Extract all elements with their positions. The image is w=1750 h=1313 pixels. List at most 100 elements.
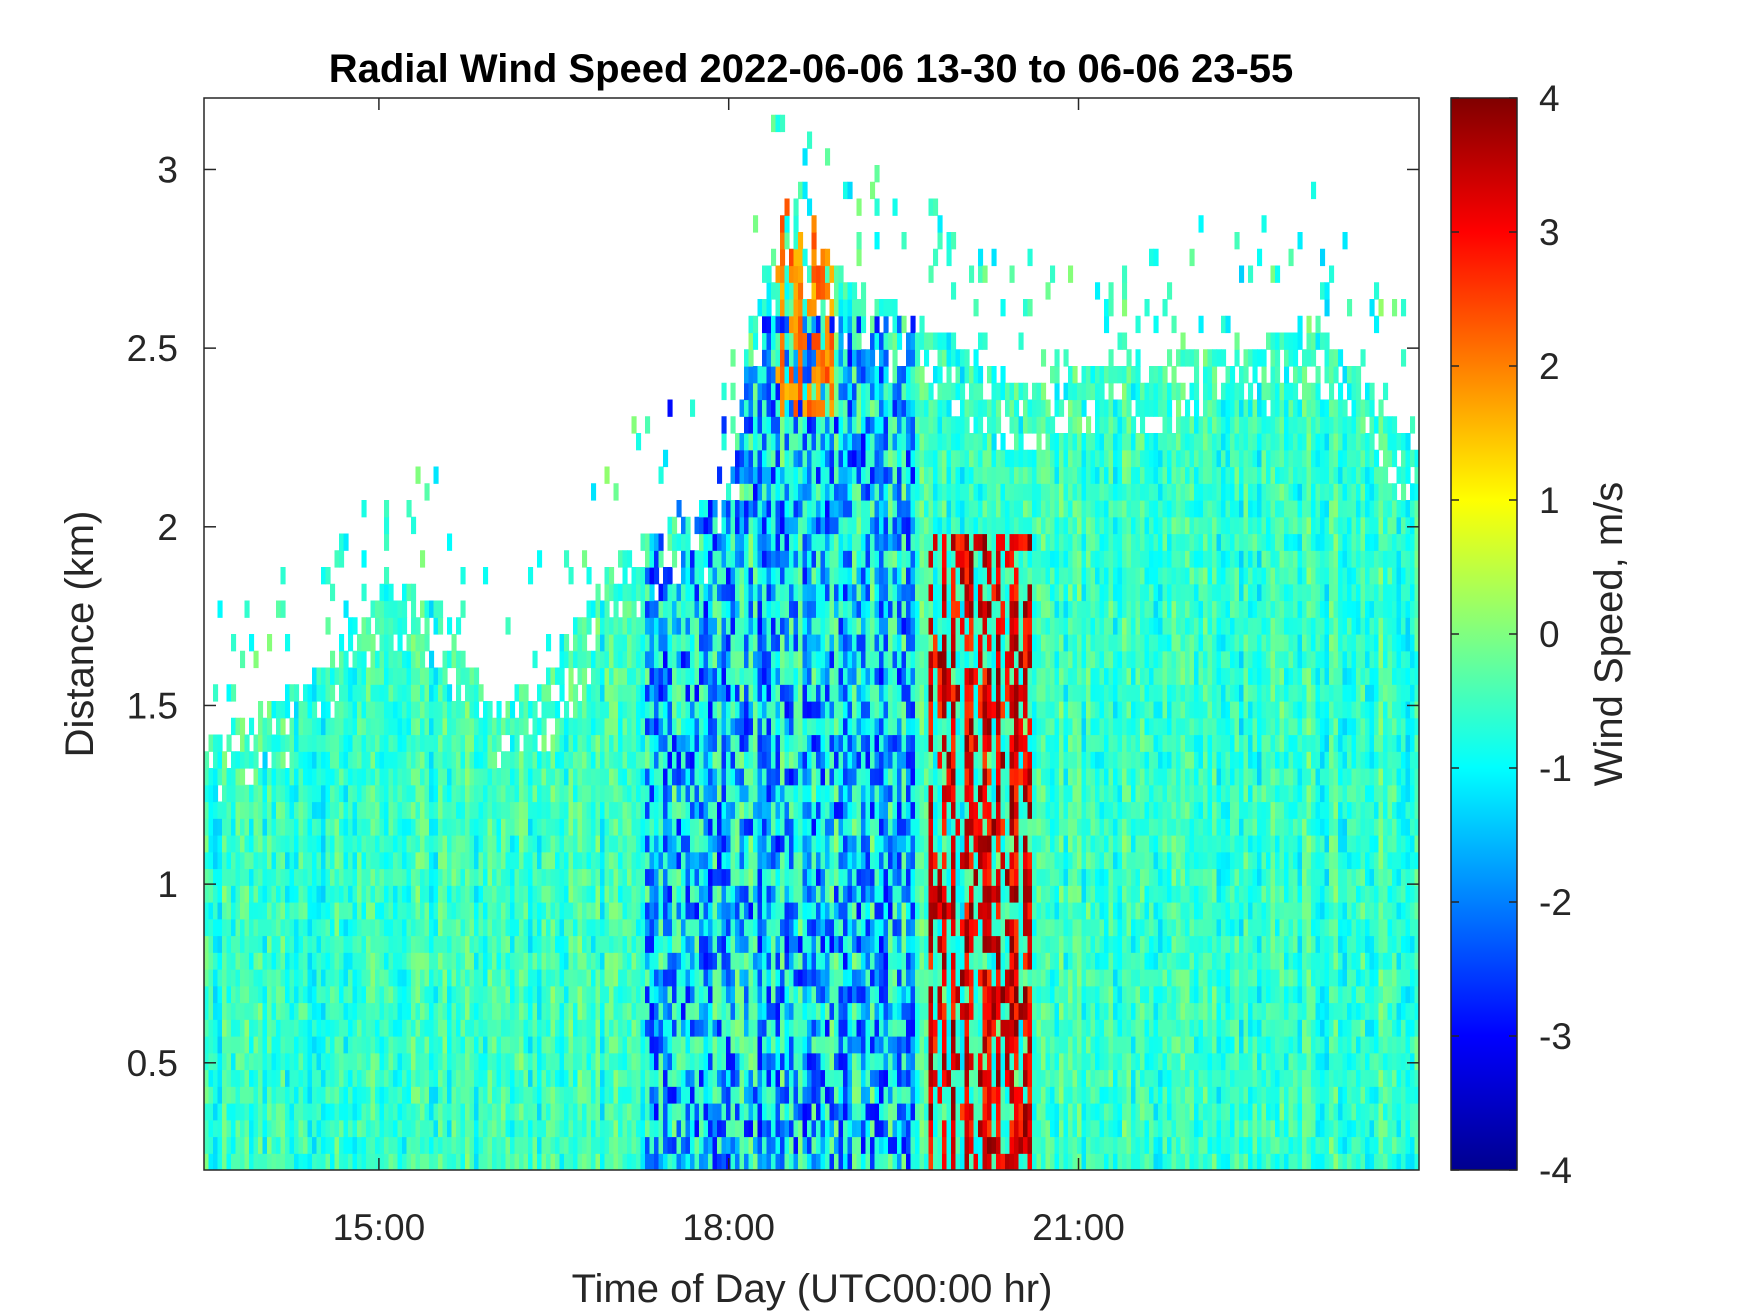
- heatmap-cell: [546, 751, 552, 769]
- heatmap-cell: [789, 366, 795, 384]
- heatmap-cell: [393, 985, 399, 1004]
- heatmap-cell: [649, 567, 655, 585]
- heatmap-cell: [438, 1019, 444, 1037]
- heatmap-cell: [744, 416, 750, 434]
- heatmap-cell: [217, 768, 223, 786]
- heatmap-cell: [249, 885, 255, 903]
- heatmap-cell: [807, 366, 813, 384]
- heatmap-cell: [730, 684, 736, 702]
- heatmap-cell: [667, 784, 673, 803]
- heatmap-cell: [789, 1069, 795, 1087]
- heatmap-cell: [600, 1052, 606, 1071]
- heatmap-cell: [672, 935, 678, 953]
- heatmap-cell: [681, 1069, 687, 1087]
- heatmap-cell: [348, 717, 354, 736]
- heatmap-cell: [748, 382, 754, 401]
- heatmap-cell: [424, 1086, 430, 1104]
- heatmap-cell: [519, 717, 525, 736]
- heatmap-cell: [402, 868, 408, 886]
- heatmap-cell: [775, 349, 781, 367]
- heatmap-cell: [690, 600, 696, 618]
- heatmap-cell: [316, 952, 322, 970]
- heatmap-cell: [249, 1036, 255, 1054]
- heatmap-cell: [744, 969, 750, 987]
- heatmap-cell: [343, 717, 349, 736]
- heatmap-cell: [825, 985, 831, 1004]
- heatmap-cell: [217, 985, 223, 1004]
- heatmap-cell: [357, 784, 363, 803]
- heatmap-cell: [307, 969, 313, 987]
- heatmap-cell: [825, 500, 831, 518]
- heatmap-cell: [478, 918, 484, 937]
- heatmap-cell: [789, 282, 795, 300]
- heatmap-cell: [321, 1119, 327, 1138]
- heatmap-cell: [276, 717, 282, 736]
- heatmap-cell: [397, 751, 403, 769]
- heatmap-cell: [334, 1103, 340, 1121]
- heatmap-cell: [739, 751, 745, 769]
- heatmap-cell: [532, 868, 538, 886]
- heatmap-cell: [501, 835, 507, 853]
- heatmap-cell: [735, 583, 741, 602]
- heatmap-cell: [658, 801, 664, 819]
- heatmap-cell: [361, 1136, 367, 1154]
- heatmap-cell: [424, 684, 430, 702]
- heatmap-cell: [555, 835, 561, 853]
- heatmap-cell: [406, 818, 412, 836]
- heatmap-cell: [609, 1019, 615, 1037]
- heatmap-cell: [235, 717, 241, 736]
- heatmap-cell: [636, 684, 642, 702]
- heatmap-cell: [780, 634, 786, 652]
- heatmap-cell: [739, 969, 745, 987]
- heatmap-cell: [582, 768, 588, 786]
- heatmap-cell: [429, 885, 435, 903]
- heatmap-cell: [501, 1019, 507, 1037]
- heatmap-cell: [676, 583, 682, 602]
- heatmap-cell: [825, 1103, 831, 1121]
- heatmap-cell: [519, 1086, 525, 1104]
- heatmap-cell: [568, 851, 574, 870]
- heatmap-cell: [343, 1036, 349, 1054]
- heatmap-cell: [721, 969, 727, 987]
- heatmap-cell: [294, 768, 300, 786]
- heatmap-cell: [753, 449, 759, 468]
- heatmap-cell: [487, 801, 493, 819]
- heatmap-cell: [798, 634, 804, 652]
- heatmap-cell: [766, 1052, 772, 1071]
- heatmap-cell: [739, 1069, 745, 1087]
- heatmap-cell: [577, 868, 583, 886]
- heatmap-cell: [469, 1036, 475, 1054]
- heatmap-cell: [361, 617, 367, 635]
- heatmap-cell: [474, 969, 480, 987]
- heatmap-cell: [424, 801, 430, 819]
- heatmap-cell: [784, 198, 790, 216]
- heatmap-cell: [334, 801, 340, 819]
- heatmap-cell: [393, 885, 399, 903]
- heatmap-cell: [631, 784, 637, 803]
- heatmap-cell: [339, 1153, 345, 1170]
- heatmap-cell: [712, 583, 718, 602]
- heatmap-cell: [766, 1119, 772, 1138]
- heatmap-cell: [429, 935, 435, 953]
- heatmap-cell: [622, 801, 628, 819]
- heatmap-cell: [555, 985, 561, 1004]
- heatmap-cell: [622, 1052, 628, 1071]
- heatmap-cell: [820, 734, 826, 752]
- heatmap-cell: [640, 1103, 646, 1121]
- heatmap-cell: [820, 684, 826, 702]
- heatmap-cell: [811, 918, 817, 937]
- heatmap-cell: [726, 918, 732, 937]
- heatmap-cell: [285, 1136, 291, 1154]
- heatmap-cell: [204, 801, 210, 819]
- heatmap-cell: [654, 1052, 660, 1071]
- heatmap-cell: [532, 650, 538, 669]
- heatmap-cell: [780, 667, 786, 685]
- heatmap-cell: [834, 935, 840, 953]
- heatmap-cell: [303, 918, 309, 937]
- heatmap-cell: [537, 1086, 543, 1104]
- heatmap-cell: [267, 768, 273, 786]
- heatmap-cell: [532, 969, 538, 987]
- heatmap-cell: [600, 835, 606, 853]
- heatmap-cell: [834, 868, 840, 886]
- heatmap-cell: [483, 935, 489, 953]
